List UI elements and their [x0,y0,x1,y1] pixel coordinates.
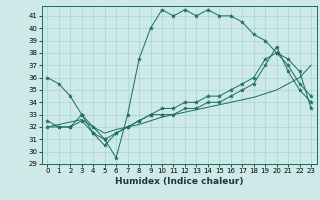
X-axis label: Humidex (Indice chaleur): Humidex (Indice chaleur) [115,177,244,186]
